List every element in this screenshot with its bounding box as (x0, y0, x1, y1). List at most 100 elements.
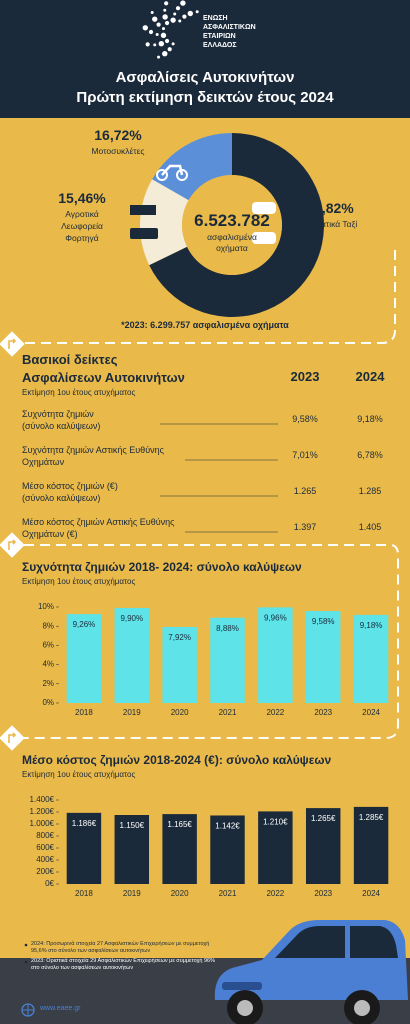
donut-segment (140, 179, 189, 266)
table-cell: 7,01% (292, 450, 318, 460)
logo-dot (170, 17, 176, 23)
logo-dot (167, 47, 172, 52)
logo-dot (150, 11, 154, 15)
footnote: 2023: Οριστικά στοιχεία 29 Ασφαλιστικών … (31, 958, 215, 971)
bar (114, 607, 150, 703)
page-title: Πρώτη εκτίμηση δεικτών έτους 2024 (76, 89, 334, 106)
logo-dot (182, 14, 187, 19)
table-cell: 9,18% (357, 414, 383, 424)
y-tick-label: 0% (42, 698, 54, 707)
bar (66, 614, 102, 703)
center-value: 6.523.782 (194, 211, 270, 230)
logo-dot (164, 38, 170, 44)
logo-dot (164, 20, 170, 26)
diamond-icon (0, 331, 25, 751)
logo-dot (155, 33, 159, 37)
bar-value-label: 1.285€ (359, 813, 384, 822)
logo-dot (162, 14, 168, 20)
table-subtitle: Εκτίμηση 1ου έτους ατυχήματος (22, 388, 136, 397)
truck-icon (130, 205, 156, 215)
x-tick-label: 2018 (75, 708, 93, 717)
bar-value-label: 1.186€ (72, 819, 97, 828)
logo-dot (160, 32, 167, 39)
bar-value-label: 1.210€ (263, 818, 288, 827)
logo-dot (145, 42, 150, 47)
chart-subtitle: Εκτίμηση 1ου έτους ατυχήματος (22, 577, 136, 586)
org-name: ΕΝΩΣΗ (203, 15, 228, 22)
logo-dot (156, 22, 161, 27)
center-label: ασφαλισμένα οχήματα (207, 232, 257, 253)
table-cell: 1.397 (293, 522, 317, 532)
bar (114, 815, 150, 884)
donut-segment (152, 133, 232, 201)
logo-dot (142, 25, 148, 31)
row-label: Συχνότητα ζημιών (σύνολο καλύψεων) (22, 409, 101, 431)
logo-dot (178, 19, 182, 23)
table-cell: 9,58% (292, 414, 318, 424)
segment-value-label: 15,46% (58, 190, 106, 206)
logo-dot (162, 51, 168, 57)
logo-dot (163, 8, 167, 12)
divider (24, 250, 396, 344)
x-tick-label: 2020 (171, 889, 189, 898)
bar (210, 617, 245, 703)
x-tick-label: 2024 (362, 889, 380, 898)
table-cell: 6,78% (357, 450, 383, 460)
logo-dot (164, 1, 169, 6)
chart-title: Μέσο κόστος ζημιών 2018-2024 (€): σύνολο… (22, 753, 332, 767)
logo-dot (171, 42, 175, 46)
logo-dot (148, 29, 154, 35)
car-illustration (214, 920, 408, 1024)
x-tick-label: 2020 (171, 708, 189, 717)
y-tick-label: 800€ (36, 831, 54, 840)
logo-dot (175, 6, 181, 11)
table-cell: 1.285 (358, 486, 382, 496)
bar (162, 814, 197, 884)
bullet (24, 943, 28, 947)
chart-title: Συχνότητα ζημιών 2018- 2024: σύνολο καλύ… (22, 560, 302, 574)
y-tick-label: 6% (42, 641, 54, 650)
page-title: Ασφαλίσεις Αυτοκινήτων (116, 69, 295, 86)
bar-value-label: 1.165€ (167, 820, 192, 829)
bar-value-label: 8,88% (216, 624, 239, 633)
bar (305, 611, 341, 703)
bar-value-label: 7,92% (168, 633, 191, 642)
logo-dot (157, 55, 161, 59)
x-tick-label: 2021 (219, 889, 237, 898)
x-tick-label: 2023 (314, 708, 332, 717)
x-tick-label: 2022 (266, 708, 284, 717)
row-label: Μέσο κόστος ζημιών (€) (σύνολο καλύψεων) (22, 481, 118, 503)
logo-dot (180, 0, 186, 6)
y-tick-label: 10% (38, 602, 54, 611)
car-icon (252, 202, 276, 214)
x-tick-label: 2021 (219, 708, 237, 717)
y-tick-label: 1.000€ (30, 819, 55, 828)
footer-url: www.eaee.gr (40, 1005, 81, 1012)
logo-dot (158, 40, 165, 47)
bar (210, 815, 245, 884)
divider (24, 544, 399, 739)
x-tick-label: 2024 (362, 708, 380, 717)
bus-icon (130, 228, 158, 239)
x-tick-label: 2019 (123, 708, 141, 717)
table-title: Βασικοί δείκτες Ασφαλίσεων Αυτοκινήτων (22, 352, 185, 385)
bar-value-label: 9,26% (73, 620, 96, 629)
y-tick-label: 4% (42, 660, 54, 669)
x-tick-label: 2018 (75, 889, 93, 898)
table-cell: 1.265 (293, 486, 317, 496)
donut-hole (182, 175, 282, 275)
bar-value-label: 1.265€ (311, 814, 336, 823)
logo-dot (152, 16, 158, 22)
bar (66, 812, 102, 884)
x-tick-label: 2019 (123, 889, 141, 898)
bar (162, 626, 197, 703)
row-label: Συχνότητα ζημιών Αστικής Ευθύνης Οχημάτω… (22, 445, 164, 467)
globe-icon (21, 1003, 35, 1017)
y-tick-label: 8% (42, 621, 54, 630)
bar (353, 614, 389, 703)
x-tick-label: 2022 (266, 889, 284, 898)
moto-icon (161, 164, 184, 176)
y-tick-label: 0€ (45, 879, 54, 888)
header-band (0, 0, 410, 118)
y-tick-label: 1.200€ (30, 807, 55, 816)
